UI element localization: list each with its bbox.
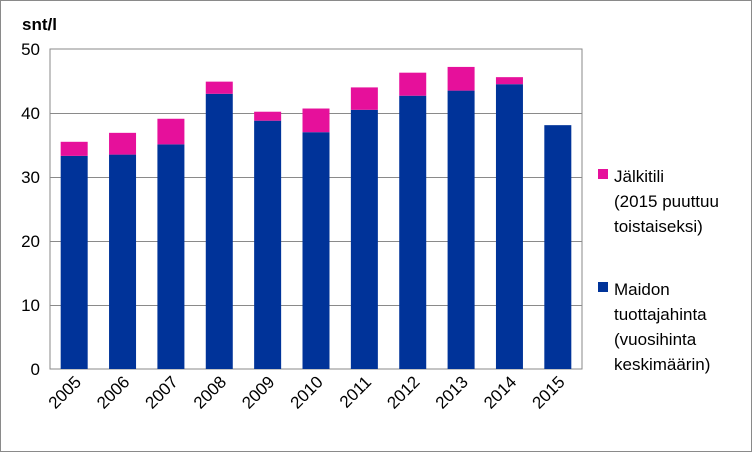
bar-additional-payment — [302, 108, 330, 133]
y-tick-label: 50 — [21, 40, 40, 59]
legend-label: Maidon — [614, 280, 670, 299]
bar-base-price — [205, 93, 233, 370]
y-unit-label: snt/l — [22, 15, 57, 34]
bar-additional-payment — [205, 81, 233, 94]
bar-additional-payment — [495, 77, 523, 85]
legend-swatch-base-price — [598, 282, 608, 292]
x-tick-label: 2005 — [45, 372, 85, 412]
bar-additional-payment — [447, 66, 475, 91]
bar-base-price — [495, 84, 523, 369]
bar-base-price — [109, 154, 137, 369]
x-tick-label: 2008 — [190, 372, 230, 412]
legend-label: keskimäärin) — [614, 355, 710, 374]
x-tick-label: 2012 — [383, 372, 423, 412]
bar-base-price — [399, 95, 427, 369]
bar-additional-payment — [254, 111, 282, 121]
legend-label: tuottajahinta — [614, 305, 707, 324]
bar-base-price — [60, 155, 88, 369]
bar-base-price — [350, 109, 378, 370]
x-tick-label: 2015 — [528, 372, 568, 412]
x-tick-label: 2006 — [93, 372, 133, 412]
bar-base-price — [157, 144, 185, 369]
legend-label: (vuosihinta — [614, 330, 697, 349]
x-tick-label: 2014 — [480, 372, 520, 412]
legend-label: Jälkitili — [614, 167, 664, 186]
bar-base-price — [544, 125, 572, 369]
x-tick-label: 2007 — [142, 372, 182, 412]
y-tick-label: 40 — [21, 104, 40, 123]
bar-additional-payment — [109, 132, 137, 155]
bar-additional-payment — [350, 87, 378, 110]
x-tick-label: 2013 — [432, 372, 472, 412]
x-tick-label: 2011 — [336, 372, 375, 411]
bar-base-price — [302, 132, 330, 369]
x-tick-label: 2010 — [287, 372, 327, 412]
bar-additional-payment — [157, 118, 185, 145]
legend-label: (2015 puuttuu — [614, 192, 719, 211]
y-tick-label: 30 — [21, 168, 40, 187]
legend-label: toistaiseksi) — [614, 217, 703, 236]
y-tick-label: 0 — [31, 360, 40, 379]
bar-base-price — [447, 90, 475, 369]
bar-base-price — [254, 120, 282, 370]
y-tick-label: 20 — [21, 232, 40, 251]
bar-additional-payment — [399, 72, 427, 96]
y-tick-label: 10 — [21, 296, 40, 315]
legend-swatch-additional-payment — [598, 169, 608, 179]
bar-additional-payment — [60, 141, 88, 156]
x-tick-label: 2009 — [238, 372, 278, 412]
